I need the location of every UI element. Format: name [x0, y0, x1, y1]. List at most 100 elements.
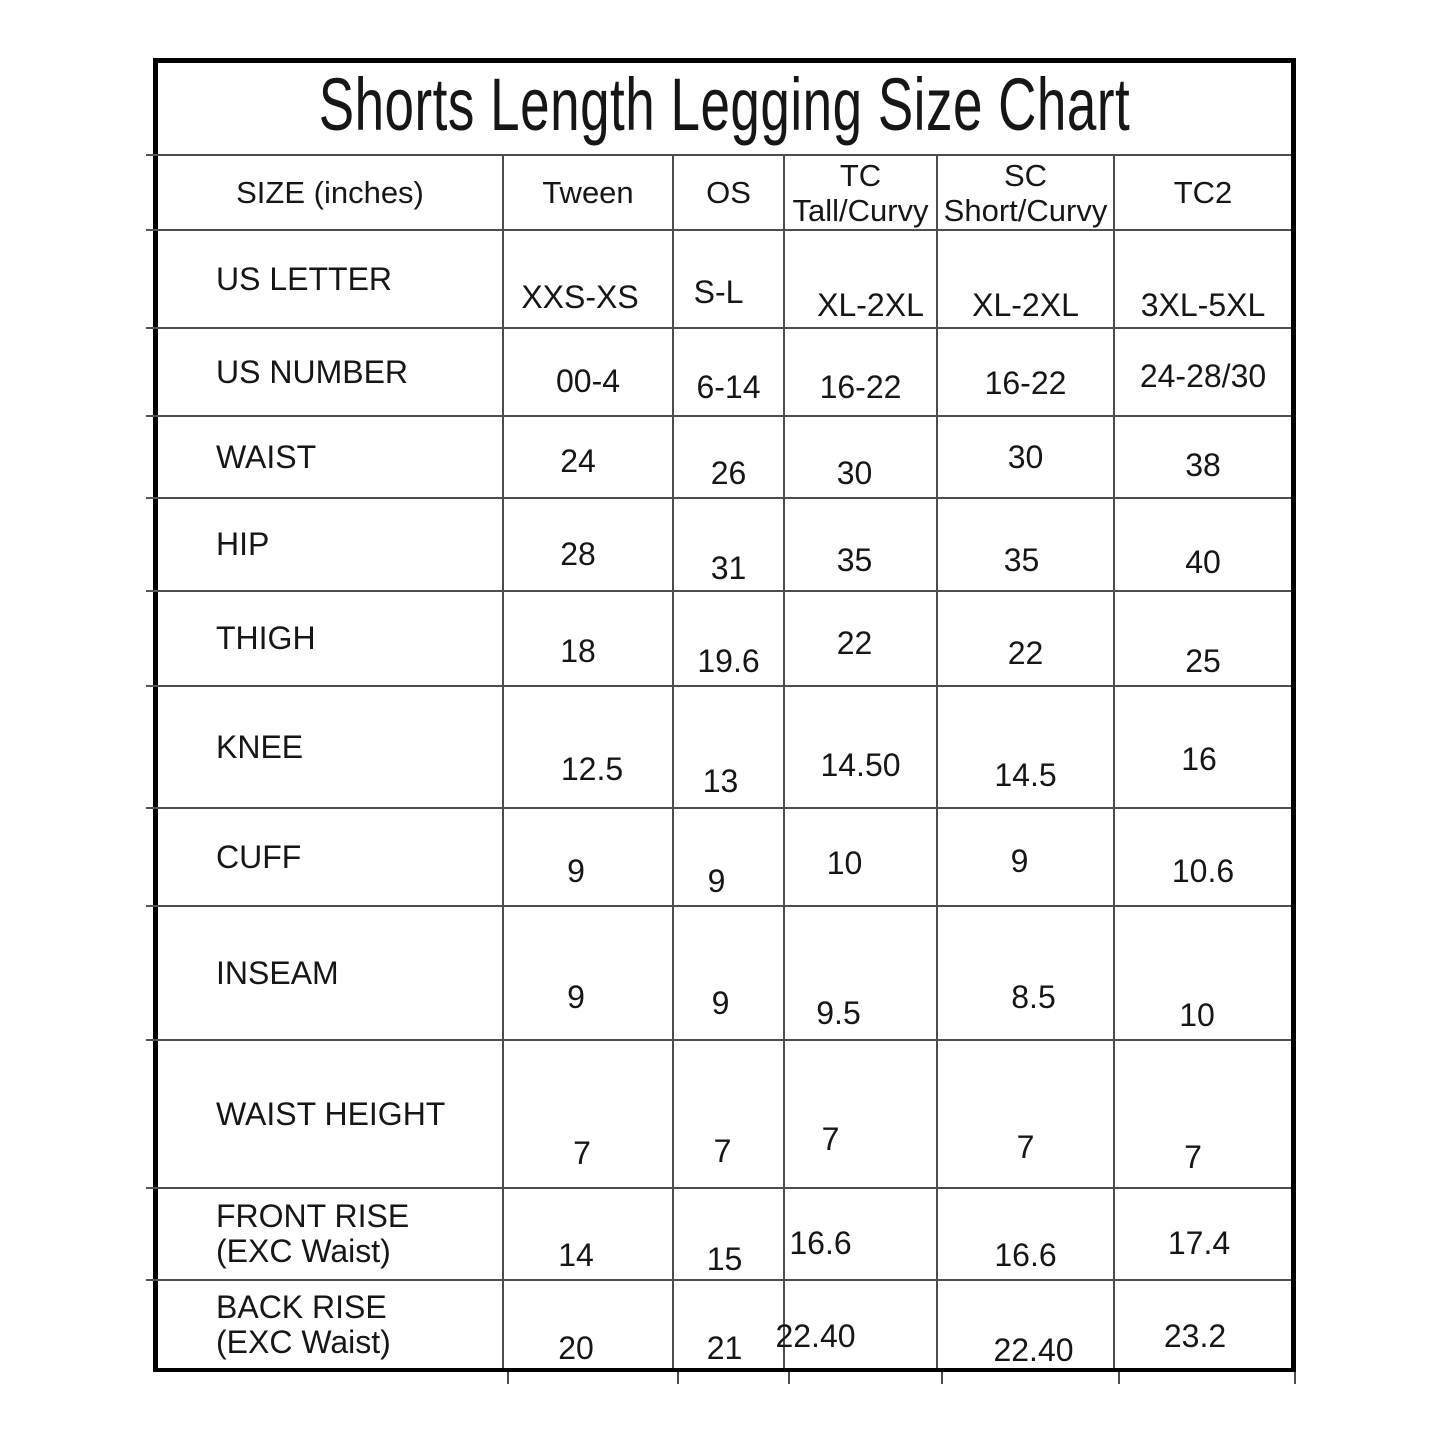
cell-inseam-tc2-value: 10	[1179, 997, 1215, 1033]
cell-thigh-tween: 18	[502, 590, 672, 685]
cell-cuff-sc-value: 9	[1010, 843, 1029, 879]
cell-knee-tween-value: 12.5	[560, 751, 624, 787]
row-label-us-letter-text: US LETTER	[216, 261, 502, 297]
cell-us-letter-tween-value: XXS-XS	[521, 279, 639, 315]
row-label-cuff: CUFF	[158, 807, 502, 905]
row-line-stub	[146, 1039, 158, 1041]
cell-cuff-os-value: 9	[707, 863, 726, 899]
cell-hip-os: 31	[672, 497, 783, 590]
cell-cuff-os: 9	[672, 807, 783, 905]
cell-us-number-sc-value: 16-22	[984, 365, 1067, 401]
cell-front-rise-tc-value: 16.6	[789, 1225, 852, 1261]
cell-thigh-tc: 22	[783, 590, 936, 685]
cell-us-letter-tc2-value: 3XL-5XL	[1140, 287, 1266, 323]
cell-inseam-tc: 9.5	[783, 905, 936, 1039]
cell-back-rise-tween-value: 20	[558, 1330, 594, 1366]
row-label-thigh-line1: THIGH	[216, 620, 316, 656]
cell-us-letter-tween: XXS-XS	[502, 229, 672, 327]
row-label-us-number: US NUMBER	[158, 327, 502, 415]
cell-hip-os-value: 31	[710, 550, 747, 586]
cell-hip-tc: 35	[783, 497, 936, 590]
cell-us-number-os: 6-14	[672, 327, 783, 415]
row-line-stub	[146, 905, 158, 907]
cell-waist-os-value: 26	[710, 455, 747, 491]
cell-waist-os: 26	[672, 415, 783, 497]
cell-front-rise-sc-value: 16.6	[994, 1237, 1057, 1273]
cell-waist-height-tween: 7	[502, 1039, 672, 1187]
size-chart-table: Shorts Length Legging Size Chart SIZE (i…	[146, 58, 1296, 1384]
cell-cuff-tween-value: 9	[567, 853, 585, 889]
column-header-size-label: SIZE (inches)	[236, 175, 424, 210]
row-label-waist-height: WAIST HEIGHT	[158, 1039, 502, 1187]
cell-inseam-os-value: 9	[711, 985, 730, 1021]
cell-thigh-tween-value: 18	[560, 633, 596, 669]
row-label-waist-height-line1: WAIST HEIGHT	[216, 1095, 446, 1132]
row-label-front-rise-line2: (EXC Waist)	[216, 1233, 391, 1269]
row-label-cuff-text: CUFF	[216, 838, 502, 875]
cell-waist-height-sc: 7	[936, 1039, 1113, 1187]
column-header-tc-sublabel: Tall/Curvy	[792, 192, 929, 228]
cell-us-letter-os-value: S-L	[693, 274, 744, 310]
cell-waist-height-os-value: 7	[713, 1133, 732, 1169]
row-label-us-number-text: US NUMBER	[216, 354, 502, 390]
cell-waist-tc-value: 30	[836, 455, 873, 491]
column-header-tc2-label: TC2	[1173, 175, 1233, 210]
cell-knee-tween: 12.5	[502, 685, 672, 807]
row-line-stub	[146, 497, 158, 499]
row-line-stub	[146, 327, 158, 329]
cell-back-rise-tc2: 23.2	[1113, 1279, 1291, 1368]
row-label-front-rise-line1: FRONT RISE	[216, 1198, 410, 1234]
cell-waist-tc: 30	[783, 415, 936, 497]
cell-us-number-tc: 16-22	[783, 327, 936, 415]
cell-us-number-sc: 16-22	[936, 327, 1113, 415]
row-label-hip: HIP	[158, 497, 502, 590]
row-label-cuff-line1: CUFF	[216, 838, 302, 875]
column-header-os-label: OS	[706, 175, 751, 210]
cell-hip-tween-value: 28	[560, 536, 596, 572]
row-label-thigh: THIGH	[158, 590, 502, 685]
cell-front-rise-tween-value: 14	[558, 1237, 594, 1273]
column-line-stub	[1118, 1372, 1120, 1384]
row-label-front-rise-text: FRONT RISE (EXC Waist)	[216, 1199, 502, 1269]
cell-us-number-tween-value: 00-4	[555, 363, 621, 399]
cell-knee-tc: 14.50	[783, 685, 936, 807]
cell-front-rise-sc: 16.6	[936, 1187, 1113, 1279]
column-header-tween: Tween	[502, 154, 672, 229]
cell-front-rise-os-value: 15	[706, 1241, 743, 1277]
cell-waist-height-sc-value: 7	[1016, 1129, 1035, 1165]
column-header-tc: TC Tall/Curvy	[783, 154, 936, 229]
cell-waist-height-tween-value: 7	[573, 1135, 591, 1171]
column-line-stub	[941, 1372, 943, 1384]
column-header-os: OS	[672, 154, 783, 229]
row-label-us-letter: US LETTER	[158, 229, 502, 327]
cell-cuff-sc: 9	[936, 807, 1113, 905]
cell-waist-height-tc2-value: 7	[1184, 1139, 1202, 1175]
cell-inseam-sc: 8.5	[936, 905, 1113, 1039]
cell-us-letter-os: S-L	[672, 229, 783, 327]
cell-us-letter-sc: XL-2XL	[936, 229, 1113, 327]
row-label-knee: KNEE	[158, 685, 502, 807]
cell-waist-tween: 24	[502, 415, 672, 497]
cell-thigh-os: 19.6	[672, 590, 783, 685]
cell-us-letter-sc-value: XL-2XL	[972, 287, 1079, 323]
cell-knee-os-value: 13	[702, 763, 739, 799]
cell-us-letter-tc-value: XL-2XL	[817, 287, 924, 323]
row-line-stub	[146, 590, 158, 592]
cell-cuff-tc2-value: 10.6	[1171, 853, 1235, 889]
cell-waist-tween-value: 24	[560, 443, 596, 479]
row-label-knee-text: KNEE	[216, 729, 502, 765]
cell-waist-tc2: 38	[1113, 415, 1291, 497]
column-line-stub	[1294, 1372, 1296, 1384]
cell-back-rise-tc2-value: 23.2	[1163, 1318, 1227, 1354]
size-chart-grid: SIZE (inches) Tween OS TC Tall/Curvy SC Short/…	[158, 154, 1291, 1368]
cell-back-rise-tc: 22.40	[775, 1279, 936, 1368]
cell-us-number-os-value: 6-14	[696, 369, 761, 405]
cell-knee-os: 13	[672, 685, 783, 807]
row-label-front-rise: FRONT RISE (EXC Waist)	[158, 1187, 502, 1279]
cell-cuff-tc2: 10.6	[1113, 807, 1291, 905]
row-label-hip-line1: HIP	[216, 526, 270, 562]
cell-front-rise-tween: 14	[502, 1187, 672, 1279]
row-label-inseam-line1: INSEAM	[216, 954, 339, 991]
cell-inseam-tween: 9	[502, 905, 672, 1039]
cell-hip-sc: 35	[936, 497, 1113, 590]
